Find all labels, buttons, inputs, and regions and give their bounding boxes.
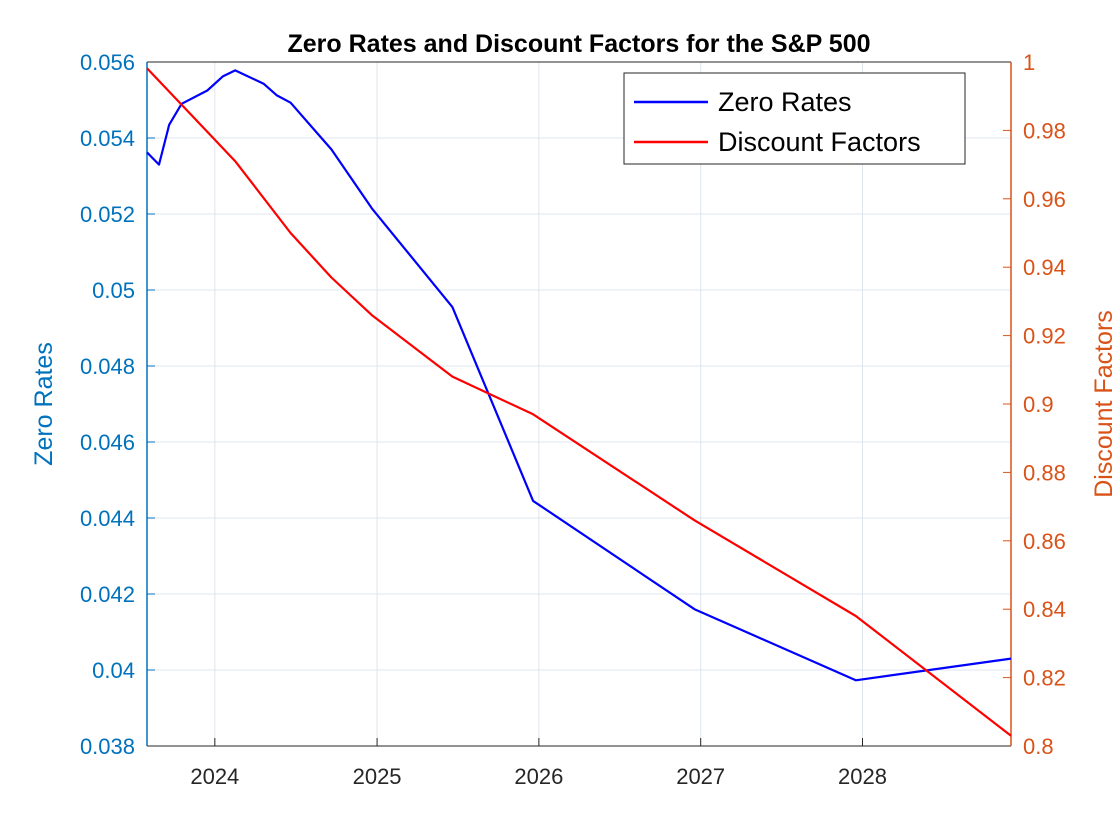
y-left-tick-label: 0.046 bbox=[80, 430, 135, 455]
x-tick-label: 2025 bbox=[353, 764, 402, 789]
x-tick-label: 2024 bbox=[190, 764, 239, 789]
y-left-tick-label: 0.038 bbox=[80, 734, 135, 759]
series-layer bbox=[146, 67, 1012, 737]
chart-title: Zero Rates and Discount Factors for the … bbox=[287, 30, 870, 58]
y-right-tick-label: 0.9 bbox=[1023, 392, 1054, 417]
y-right-tick-label: 0.82 bbox=[1023, 666, 1066, 691]
y-right-tick-label: 1 bbox=[1023, 50, 1035, 75]
y-right-tick-label: 0.84 bbox=[1023, 597, 1066, 622]
y-right-tick-label: 0.86 bbox=[1023, 529, 1066, 554]
y-right-tick-label: 0.94 bbox=[1023, 255, 1066, 280]
legend-label-zero-rates: Zero Rates bbox=[718, 87, 852, 117]
y-left-tick-label: 0.044 bbox=[80, 506, 135, 531]
x-tick-label: 2027 bbox=[676, 764, 725, 789]
legend-label-discount-factors: Discount Factors bbox=[718, 127, 921, 157]
y-left-tick-label: 0.052 bbox=[80, 202, 135, 227]
x-tick-label: 2028 bbox=[838, 764, 887, 789]
y-right-tick-label: 0.92 bbox=[1023, 324, 1066, 349]
y-left-tick-label: 0.042 bbox=[80, 582, 135, 607]
axes: 2024 2025 2026 2027 2028 0.038 0.04 0.042 0.044 0… bbox=[80, 50, 1066, 789]
legend: Zero Rates Discount Factors bbox=[623, 72, 966, 165]
y-axis-left-label: Zero Rates bbox=[30, 342, 58, 466]
y-right-tick-label: 0.88 bbox=[1023, 460, 1066, 485]
y-left-tick-label: 0.048 bbox=[80, 354, 135, 379]
series-line-discount-factors bbox=[146, 67, 1012, 737]
legend-box bbox=[623, 72, 966, 165]
series-line-zero-rates bbox=[146, 69, 1012, 682]
y-right-tick-label: 0.96 bbox=[1023, 187, 1066, 212]
y-left-tick-label: 0.05 bbox=[92, 278, 135, 303]
y-left-tick-label: 0.054 bbox=[80, 126, 135, 151]
plot-area bbox=[147, 62, 1011, 746]
y-right-tick-label: 0.8 bbox=[1023, 734, 1054, 759]
y-left-tick-label: 0.04 bbox=[92, 658, 135, 683]
x-tick-label: 2026 bbox=[514, 764, 563, 789]
y-right-tick-label: 0.98 bbox=[1023, 118, 1066, 143]
y-left-tick-label: 0.056 bbox=[80, 50, 135, 75]
y-axis-right-label: Discount Factors bbox=[1090, 310, 1118, 498]
